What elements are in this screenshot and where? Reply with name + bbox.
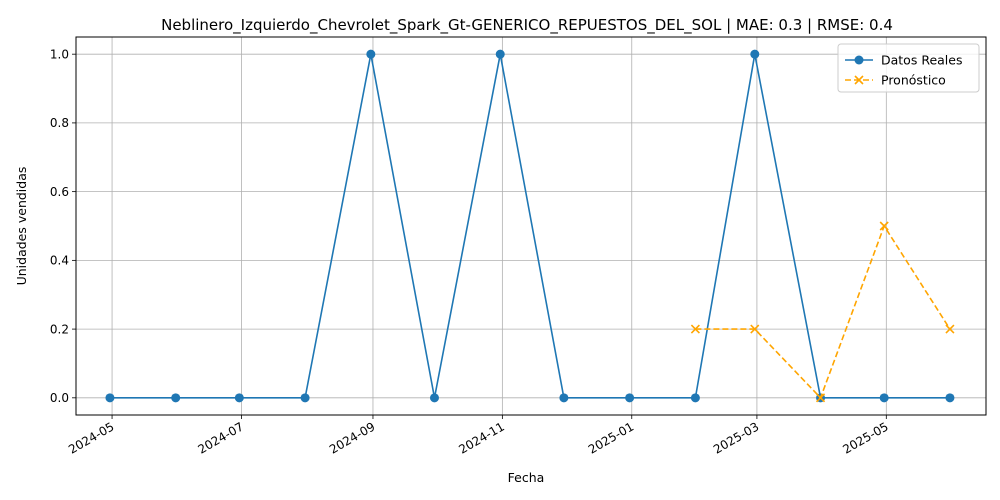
data-point-pronostico: [750, 324, 760, 334]
y-tick-label: 0.4: [50, 254, 69, 268]
legend-label-pronostico: Pronóstico: [881, 73, 946, 88]
y-tick-label: 0.6: [50, 185, 69, 199]
plot-frame: [75, 36, 987, 416]
data-point-datos-reales: [625, 393, 635, 403]
data-point-datos-reales: [234, 393, 244, 403]
legend-marker-datos-reales: [854, 55, 864, 65]
legend-box: [837, 43, 980, 93]
grid-lines: [76, 37, 986, 415]
series-line-datos-reales: [109, 54, 950, 399]
data-point-datos-reales: [171, 393, 181, 403]
data-point-datos-reales: [750, 49, 760, 59]
data-point-datos-reales: [429, 393, 439, 403]
y-tick-label: 0.8: [50, 116, 69, 130]
x-axis-label: Fecha: [508, 470, 545, 485]
data-point-datos-reales: [300, 393, 310, 403]
data-point-pronostico: [815, 393, 826, 403]
legend-marker-pronostico: [854, 75, 864, 85]
series-layer: [105, 49, 955, 403]
data-point-datos-reales: [495, 49, 505, 59]
data-point-datos-reales: [366, 49, 376, 59]
y-tick-label: 1.0: [50, 47, 69, 61]
chart-title: Neblinero_Izquierdo_Chevrolet_Spark_Gt-G…: [161, 16, 893, 35]
legend: Datos Reales Pronóstico: [837, 43, 980, 93]
data-point-datos-reales: [690, 393, 700, 403]
data-point-pronostico: [879, 221, 889, 231]
y-tick-label: 0.2: [50, 322, 69, 336]
y-axis-ticks: 0.0 0.2 0.4 0.6 0.8 1.0: [50, 47, 76, 405]
data-point-datos-reales: [559, 393, 569, 403]
y-axis-label: Unidades vendidas: [14, 167, 29, 286]
data-point-pronostico: [945, 324, 955, 334]
y-tick-label: 0.0: [50, 391, 69, 405]
data-point-pronostico: [690, 324, 700, 334]
data-point-datos-reales: [879, 393, 889, 403]
data-point-datos-reales: [105, 393, 115, 403]
legend-label-datos-reales: Datos Reales: [881, 53, 962, 68]
data-point-datos-reales: [945, 393, 955, 403]
